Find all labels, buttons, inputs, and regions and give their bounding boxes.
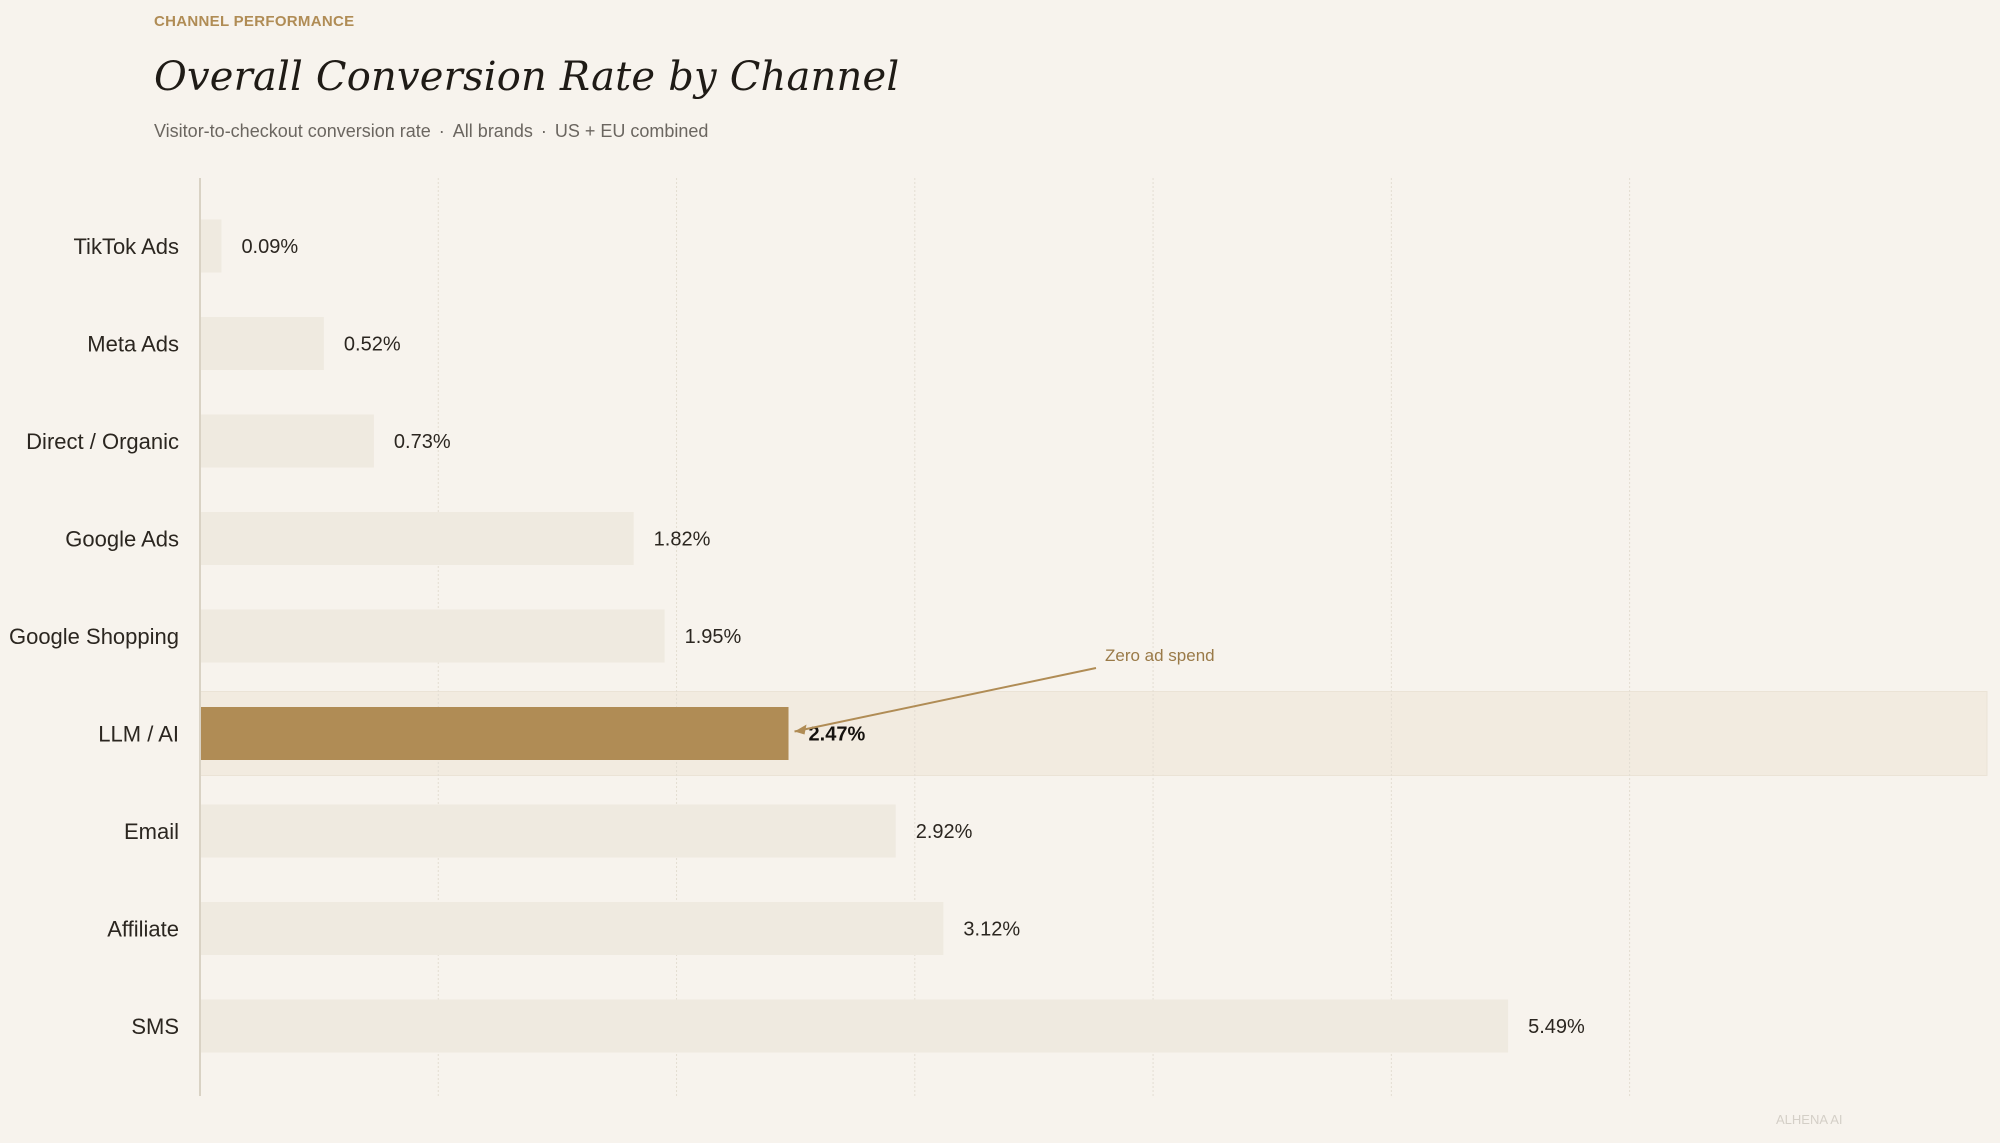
annotation-label: Zero ad spend [1105,646,1215,665]
bar-google-shopping [200,609,665,663]
value-label: 0.52% [344,334,401,356]
watermark: ALHENA AI [1776,1112,1843,1127]
bar-sms [200,999,1509,1053]
subtitle-metric: Visitor-to-checkout conversion rate [154,121,431,141]
category-label: LLM / AI [98,722,179,747]
bar-tiktok-ads [200,219,222,273]
subtitle-separator: · [438,121,445,141]
category-label: TikTok Ads [73,234,179,259]
annotation-arrowhead [794,724,807,735]
category-label: Direct / Organic [26,429,179,454]
bar-google-ads [200,512,634,565]
bar-direct-organic [200,414,374,468]
category-label: Google Shopping [9,624,179,649]
bar-affiliate [200,902,944,955]
category-label: SMS [131,1014,179,1039]
value-label: 0.09% [241,236,298,258]
value-label: 3.12% [963,919,1020,941]
category-label: Meta Ads [87,332,179,357]
chart-subtitle: Visitor-to-checkout conversion rate · All … [154,121,708,142]
chart-title: Overall Conversion Rate by Channel [154,54,900,100]
category-label: Google Ads [65,527,179,552]
subtitle-region: US + EU combined [554,121,709,141]
value-label: 2.47% [809,724,866,746]
bar-llm-ai [200,707,789,760]
bar-email [200,804,896,858]
category-label: Affiliate [107,917,179,942]
value-label: 0.73% [394,431,451,453]
subtitle-separator: · [540,121,547,141]
subtitle-brands: All brands [452,121,533,141]
annotation-arrow-line [794,667,1097,733]
chart-kicker: CHANNEL PERFORMANCE [154,13,355,30]
value-label: 5.49% [1528,1016,1585,1038]
bar-meta-ads [200,317,324,370]
value-label: 1.82% [654,529,711,551]
value-label: 2.92% [916,821,973,843]
category-label: Email [124,819,179,844]
value-label: 1.95% [685,626,742,648]
